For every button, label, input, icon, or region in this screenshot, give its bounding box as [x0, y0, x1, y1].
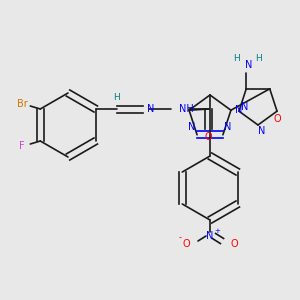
Text: O: O	[182, 239, 190, 249]
Text: H: H	[233, 54, 240, 63]
Text: O: O	[273, 114, 281, 124]
Text: N: N	[188, 122, 196, 132]
Text: +: +	[214, 228, 220, 234]
Text: Br: Br	[17, 99, 28, 109]
Text: N: N	[241, 102, 249, 112]
Text: N: N	[147, 104, 154, 114]
Text: N: N	[258, 126, 266, 136]
Text: N: N	[235, 105, 243, 115]
Text: F: F	[20, 141, 25, 151]
Text: H: H	[113, 92, 120, 101]
Text: N: N	[206, 231, 214, 241]
Text: O: O	[205, 132, 212, 142]
Text: H: H	[255, 54, 262, 63]
Text: -: -	[178, 233, 182, 242]
Text: NH: NH	[179, 104, 194, 114]
Text: O: O	[230, 239, 238, 249]
Text: N: N	[244, 60, 252, 70]
Text: N: N	[224, 122, 232, 132]
